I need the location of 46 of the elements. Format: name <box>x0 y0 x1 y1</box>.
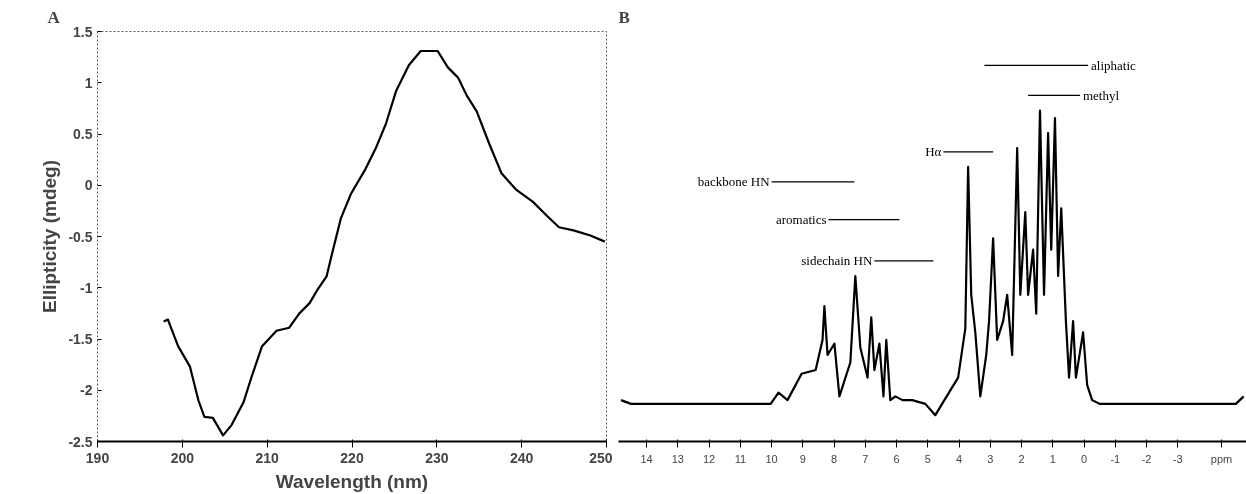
x-tick-label: 230 <box>425 449 449 466</box>
x-tick-label: 7 <box>862 452 869 465</box>
x-tick-label: -1 <box>1110 452 1121 465</box>
series-label: backbone HN <box>697 174 771 190</box>
y-tick-label: -1 <box>80 279 93 296</box>
x-tick-label: 0 <box>1080 452 1088 465</box>
x-tick-label: 5 <box>924 452 931 465</box>
series-label: aliphatic <box>1091 57 1137 73</box>
x-tick-label: 6 <box>893 452 900 465</box>
y-axis-title: Ellipticity (mdeg) <box>39 159 61 314</box>
y-tick-label: 0.5 <box>73 126 93 142</box>
series-label: methyl <box>1082 87 1120 103</box>
y-tick-label: 1.5 <box>73 23 93 40</box>
y-tick-label: 1 <box>84 74 93 91</box>
chart-title: A <box>47 7 61 27</box>
x-tick-label: 4 <box>956 452 963 465</box>
y-tick-label: -1.5 <box>68 331 93 347</box>
x-tick-label: 12 <box>702 452 716 465</box>
x-axis-title: Wavelength (nm) <box>275 470 429 492</box>
x-tick-label: 11 <box>734 452 747 465</box>
y-tick-label: 0 <box>84 177 93 194</box>
series-label: aromatics <box>775 212 827 228</box>
x-tick-label: 2 <box>1018 452 1025 465</box>
x-tick-label: 3 <box>987 452 994 465</box>
chart-title: B <box>618 7 630 27</box>
series-label: Hα <box>925 144 942 160</box>
x-tick-label: 240 <box>509 449 534 466</box>
x-tick-label: 10 <box>765 452 778 465</box>
x-tick-label: 9 <box>799 452 806 465</box>
y-tick-label: -0.5 <box>68 228 93 245</box>
x-tick-label: -2 <box>1141 452 1152 465</box>
series-label: sidechain HN <box>801 253 873 269</box>
x-tick-label: 14 <box>640 452 653 465</box>
x-tick-label: 210 <box>255 449 280 466</box>
y-tick-label: -2 <box>80 382 93 399</box>
x-tick-label: 190 <box>85 449 110 466</box>
x-tick-label: 8 <box>831 452 838 465</box>
x-tick-label: 250 <box>589 449 613 466</box>
x-tick-label: 1 <box>1049 452 1056 465</box>
y-tick-label: -2.5 <box>68 433 93 450</box>
x-tick-label: -3 <box>1172 452 1183 465</box>
x-tick-label: ppm <box>1210 452 1233 465</box>
line-series <box>162 49 606 437</box>
x-tick-label: 13 <box>671 452 684 465</box>
x-tick-label: 200 <box>170 449 195 466</box>
x-tick-label: 220 <box>340 449 364 466</box>
